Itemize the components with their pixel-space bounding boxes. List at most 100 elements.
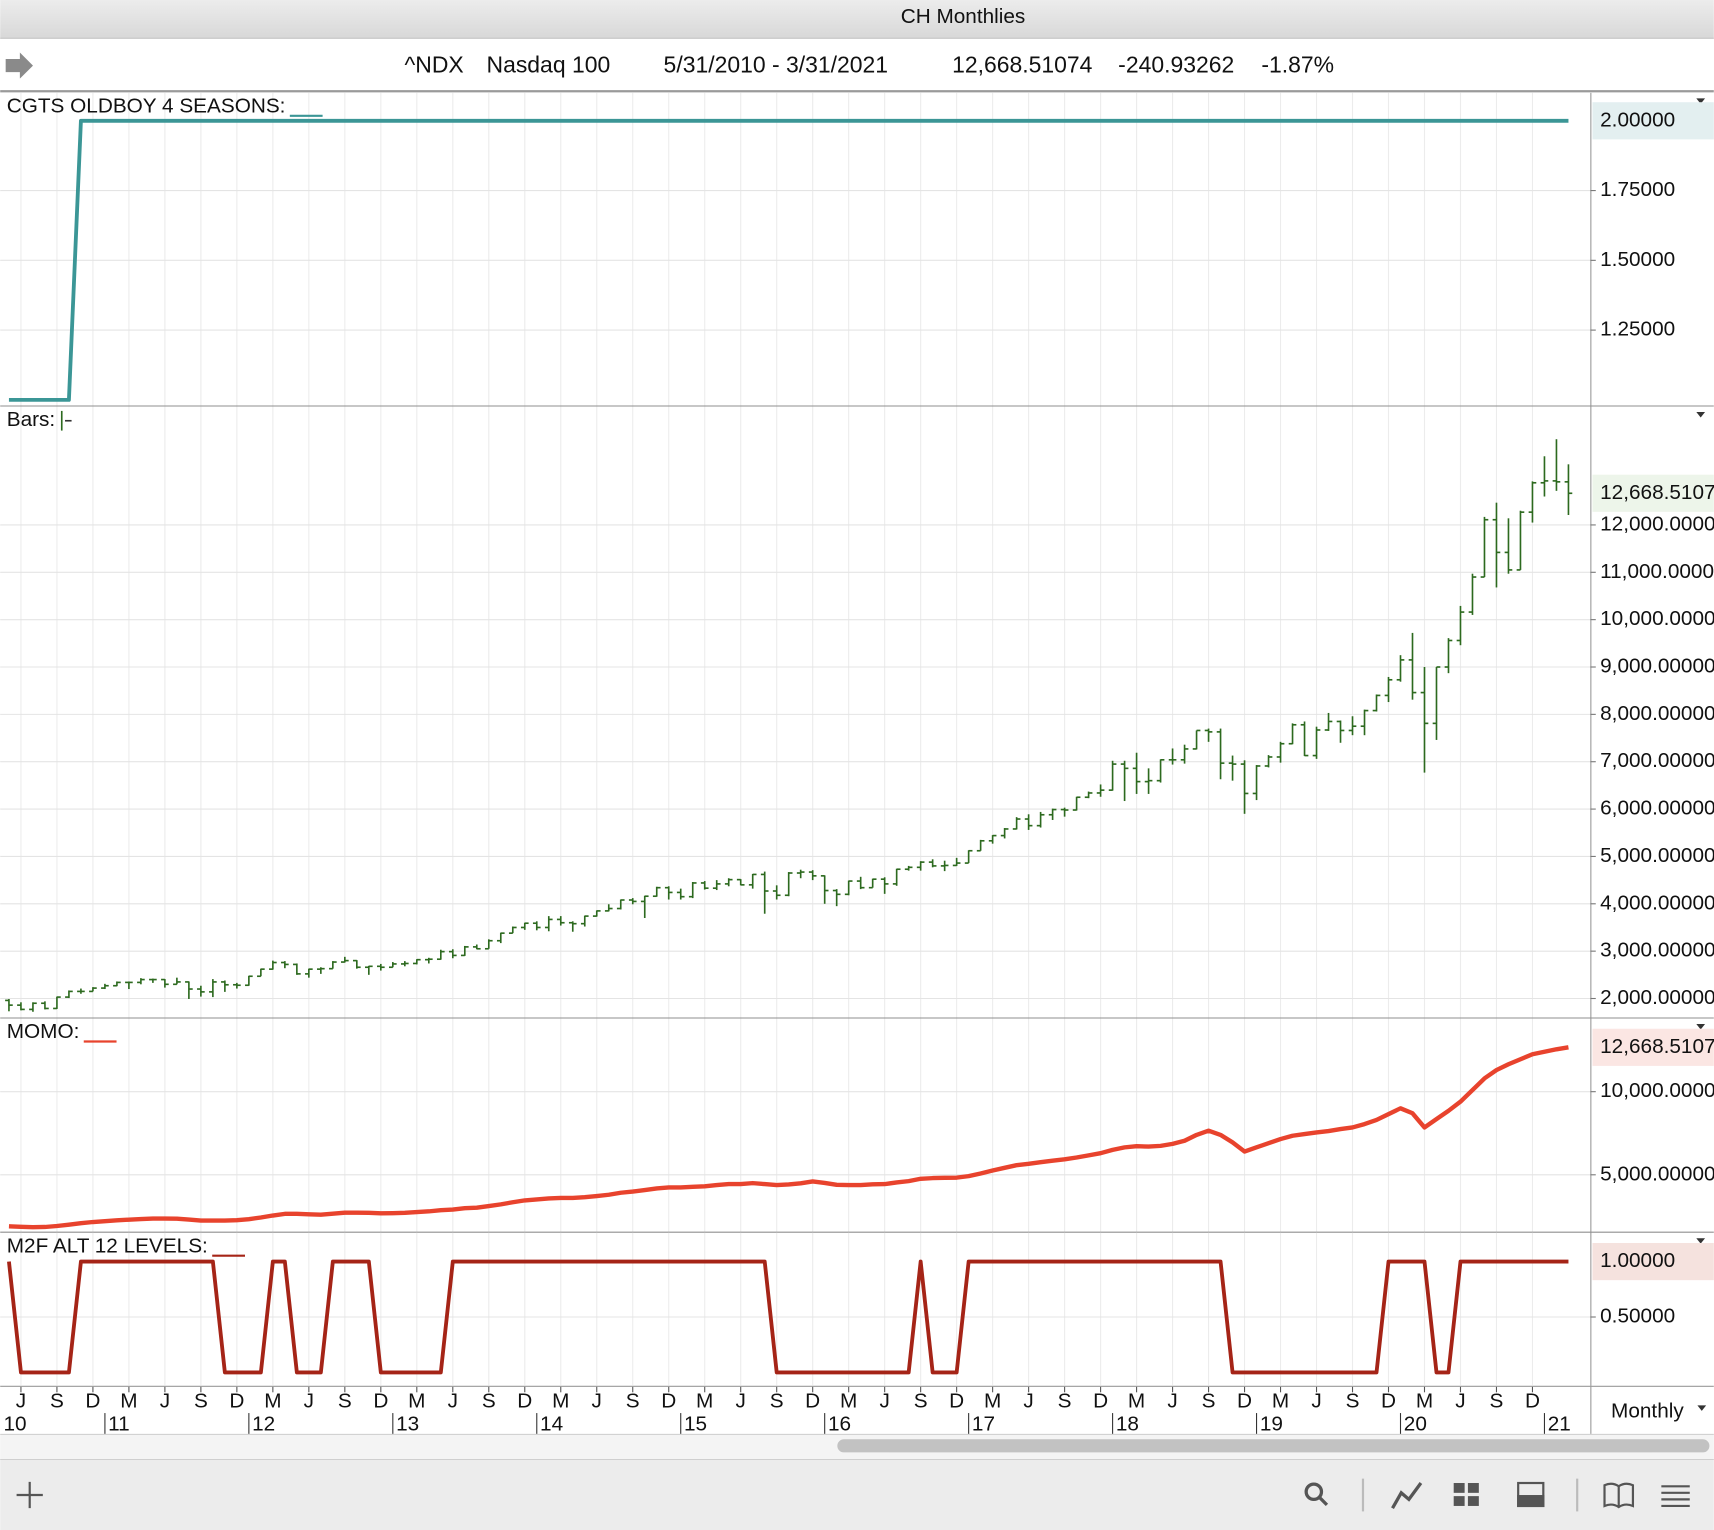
x-tick-label: S <box>482 1390 496 1413</box>
x-tick-label: D <box>949 1390 964 1413</box>
chart-style-button[interactable] <box>1391 1482 1423 1509</box>
panel-title: Bars: <box>7 408 55 431</box>
year-label: 16 <box>828 1413 851 1436</box>
last-value-label: 12,668.5107 <box>1600 1035 1714 1058</box>
last-price: 12,668.51074 <box>952 52 1093 78</box>
x-tick-label: J <box>160 1390 170 1413</box>
x-tick-label: D <box>373 1390 388 1413</box>
x-tick-label: D <box>1093 1390 1108 1413</box>
x-tick-label: D <box>1525 1390 1540 1413</box>
security-name: Nasdaq 100 <box>487 52 611 78</box>
x-tick-label: J <box>1167 1390 1177 1413</box>
last-value-badge <box>1592 1028 1714 1066</box>
y-tick-label: 9,000.00000 <box>1600 654 1714 677</box>
x-tick-label: D <box>661 1390 676 1413</box>
x-tick-label: S <box>50 1390 64 1413</box>
x-tick-label: S <box>1346 1390 1360 1413</box>
net-change: -240.93262 <box>1118 52 1234 78</box>
periodicity-selector[interactable]: Monthly <box>1611 1399 1684 1422</box>
year-label: 14 <box>540 1413 563 1436</box>
x-tick-label: S <box>1202 1390 1216 1413</box>
y-tick-label: 7,000.00000 <box>1600 749 1714 772</box>
last-value-label: 2.00000 <box>1600 108 1675 131</box>
scrollbar-thumb[interactable] <box>837 1439 1710 1453</box>
x-tick-label: S <box>1490 1390 1504 1413</box>
x-tick-label: J <box>879 1390 889 1413</box>
last-value-badge <box>1592 102 1714 140</box>
x-tick-label: D <box>1381 1390 1396 1413</box>
y-tick-label: 1.50000 <box>1600 248 1675 271</box>
year-label: 12 <box>252 1413 275 1436</box>
year-label: 11 <box>108 1413 130 1436</box>
x-tick-label: J <box>16 1390 26 1413</box>
y-tick-label: 4,000.00000 <box>1600 891 1714 914</box>
notes-button[interactable] <box>1603 1482 1635 1509</box>
y-tick-label: 11,000.0000 <box>1600 560 1714 583</box>
last-value-badge <box>1592 474 1714 512</box>
x-tick-label: D <box>229 1390 244 1413</box>
window-title: CH Monthlies <box>901 5 1026 28</box>
year-label: 15 <box>684 1413 707 1436</box>
x-tick-label: S <box>770 1390 784 1413</box>
plot-area: 1.25000 1.50000 1.75000 CGTS OLDBOY 4 SEASO… <box>0 92 1714 1436</box>
periodicity-dropdown-arrow[interactable] <box>1697 1405 1707 1411</box>
panel-menu-arrow[interactable] <box>1696 412 1706 418</box>
x-tick-label: D <box>517 1390 532 1413</box>
panel-title: M2F ALT 12 LEVELS: <box>7 1234 208 1257</box>
last-value-label: 1.00000 <box>1600 1249 1675 1272</box>
search-button[interactable] <box>1304 1482 1329 1507</box>
panel-menu-arrow[interactable] <box>1696 1024 1706 1030</box>
x-tick-label: J <box>1311 1390 1321 1413</box>
x-tick-label: D <box>1237 1390 1252 1413</box>
panel-menu-arrow[interactable] <box>1696 98 1706 104</box>
x-tick-label: M <box>408 1390 425 1413</box>
x-tick-label: J <box>1455 1390 1465 1413</box>
x-tick-label: M <box>120 1390 137 1413</box>
x-tick-label: M <box>264 1390 281 1413</box>
panel-menu-arrow[interactable] <box>1696 1238 1706 1244</box>
year-label: 17 <box>972 1413 995 1436</box>
panel-button[interactable] <box>1517 1481 1545 1508</box>
layout-button[interactable] <box>1453 1483 1479 1506</box>
panel-title: MOMO: <box>7 1020 80 1043</box>
link-arrow-icon[interactable] <box>5 52 33 79</box>
year-label: 13 <box>396 1413 419 1436</box>
series-line <box>7 1259 1569 1375</box>
x-tick-label: M <box>840 1390 857 1413</box>
header-bar <box>0 39 1714 91</box>
toolbar <box>0 1458 1714 1530</box>
last-value-label: 12,668.5107 <box>1600 481 1714 504</box>
y-tick-label: 12,000.0000 <box>1600 512 1714 535</box>
year-label: 21 <box>1548 1413 1571 1436</box>
x-tick-label: S <box>338 1390 352 1413</box>
year-label: 20 <box>1404 1413 1427 1436</box>
y-tick-label: 2,000.00000 <box>1600 986 1714 1009</box>
y-tick-label: 5,000.00000 <box>1600 1162 1714 1185</box>
y-tick-label: 3,000.00000 <box>1600 939 1714 962</box>
series-line <box>8 118 1569 402</box>
last-value-badge <box>1592 1242 1714 1281</box>
y-tick-label: 10,000.0000 <box>1600 607 1714 630</box>
series-line <box>8 1045 1569 1230</box>
x-tick-label: J <box>736 1390 746 1413</box>
panel-title: CGTS OLDBOY 4 SEASONS: <box>7 95 286 118</box>
x-tick-label: M <box>1272 1390 1289 1413</box>
x-tick-label: S <box>626 1390 640 1413</box>
percent-change: -1.87% <box>1261 52 1334 78</box>
title-bar <box>0 0 1714 39</box>
symbol: ^NDX <box>405 52 464 78</box>
y-tick-label: 1.75000 <box>1600 178 1675 201</box>
y-tick-label: 0.50000 <box>1600 1304 1675 1327</box>
x-tick-label: M <box>1128 1390 1145 1413</box>
x-tick-label: D <box>805 1390 820 1413</box>
year-label: 19 <box>1260 1413 1283 1436</box>
x-tick-label: J <box>448 1390 458 1413</box>
x-tick-label: M <box>696 1390 713 1413</box>
x-tick-label: J <box>304 1390 314 1413</box>
x-tick-label: S <box>194 1390 208 1413</box>
menu-button[interactable] <box>1661 1485 1690 1508</box>
add-button[interactable] <box>16 1481 43 1509</box>
y-tick-label: 6,000.00000 <box>1600 797 1714 820</box>
x-tick-label: J <box>592 1390 602 1413</box>
